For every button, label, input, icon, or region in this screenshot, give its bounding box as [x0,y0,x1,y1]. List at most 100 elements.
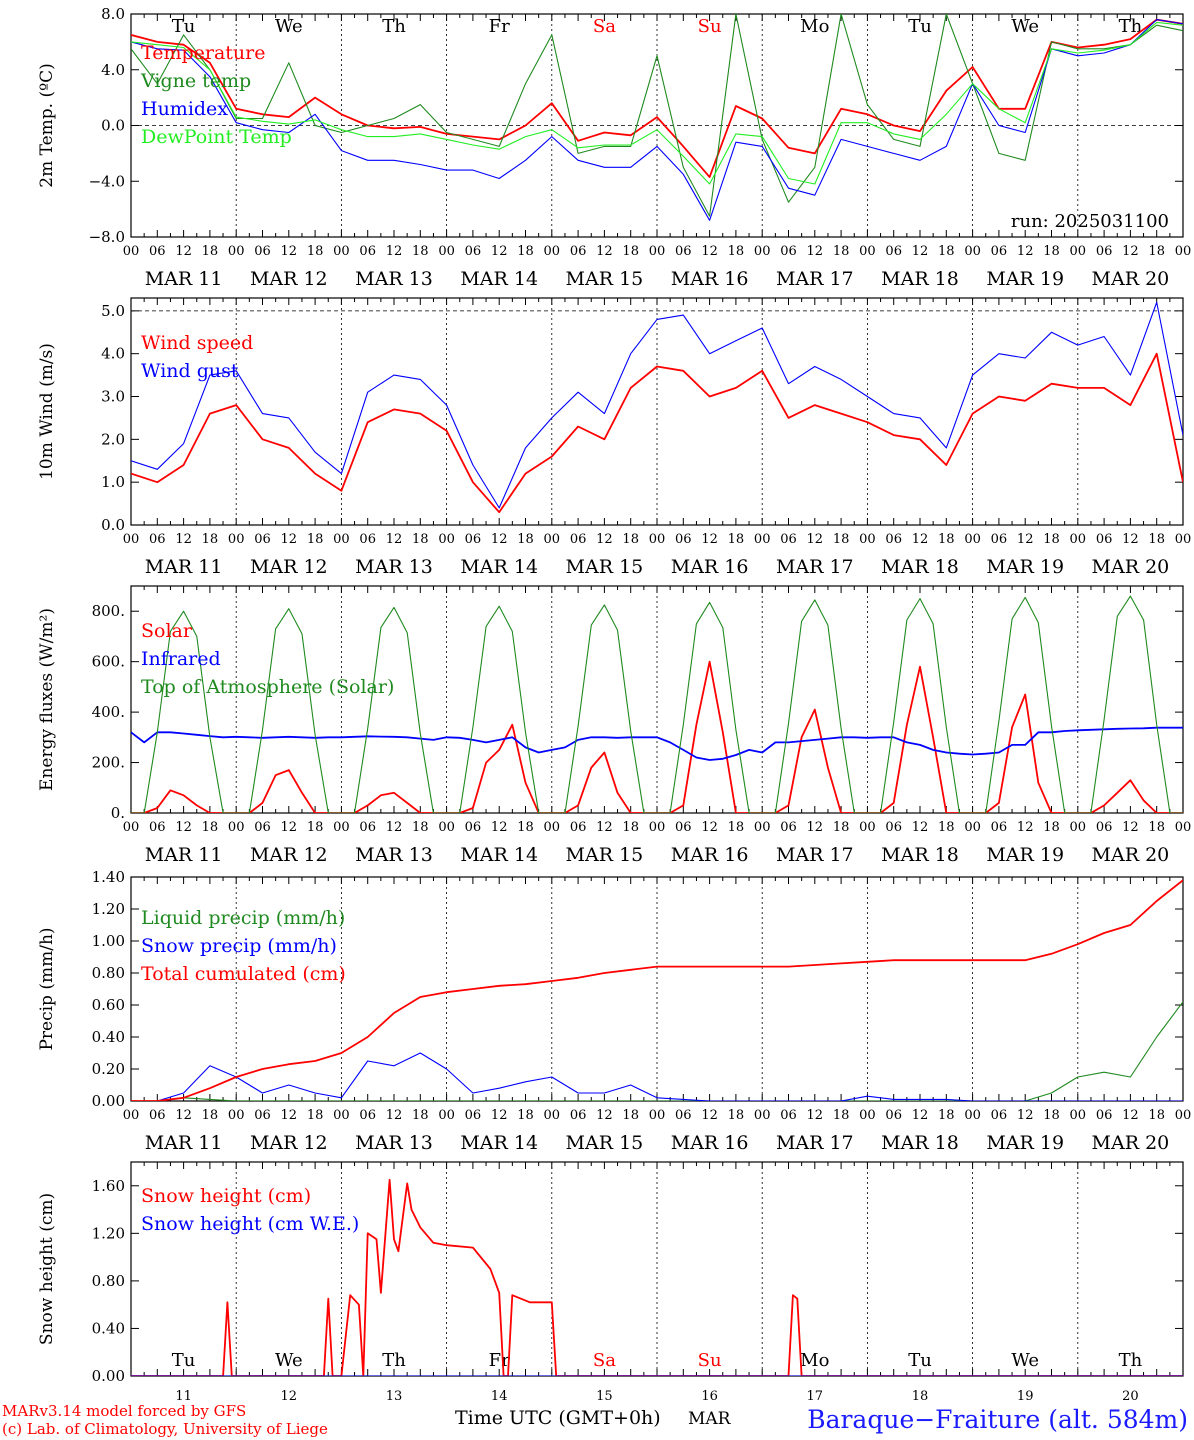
x-hour-label: 06 [254,532,271,547]
x-hour-label: 18 [307,1108,324,1123]
x-hour-label: 12 [912,820,929,835]
x-hour-label: 00 [544,532,561,547]
x-hour-label: 12 [807,244,824,259]
x-hour-label: 18 [517,820,534,835]
x-hour-label: 06 [885,244,902,259]
y-tick-label: 0. [111,804,125,822]
x-hour-label: 06 [675,1108,692,1123]
x-hour-label: 18 [1148,1108,1165,1123]
x-hour-label: 18 [1043,532,1060,547]
legend-entry: Snow precip (mm/h) [141,935,337,957]
y-tick-label: 2.0 [101,430,125,448]
x-hour-label: 00 [964,244,981,259]
y-tick-label: 0.00 [92,1092,125,1110]
x-hour-label: 12 [701,244,718,259]
x-date-label: MAR 11 [145,268,223,290]
x-date-label: MAR 13 [355,268,433,290]
x-day-number: 17 [807,1389,824,1404]
x-hour-label: 06 [1096,244,1113,259]
legend-entry: Top of Atmosphere (Solar) [141,676,394,698]
x-hour-label: 06 [359,820,376,835]
x-hour-label: 18 [202,244,219,259]
x-date-label: MAR 17 [776,268,854,290]
x-hour-label: 06 [885,532,902,547]
x-hour-label: 12 [701,1108,718,1123]
legend-entry: Vigne temp [140,70,251,92]
x-hour-label: 00 [1175,1108,1192,1123]
x-hour-label: 06 [885,1108,902,1123]
x-hour-label: 06 [570,820,587,835]
panel-5: 1.60 1.20 0.80 0.40 0.00 Snow height (cm) 11 12… [37,1161,1184,1404]
x-hour-label: 06 [991,820,1008,835]
x-hour-label: 00 [754,244,771,259]
y-tick-label: 1.0 [101,473,125,491]
x-day-number: 15 [596,1389,613,1404]
x-hour-label: 12 [1122,532,1139,547]
x-date-label: MAR 14 [460,556,538,578]
x-day-number: 19 [1017,1389,1034,1404]
x-hour-label: 18 [1148,820,1165,835]
weekday-label: Th [382,16,406,37]
x-hour-label: 00 [649,244,666,259]
weekday-label: Tu [908,1350,932,1371]
x-hour-label: 06 [359,244,376,259]
y-axis-label: Precip (mm/h) [37,927,57,1050]
x-hour-label: 00 [228,1108,245,1123]
x-hour-label: 18 [412,244,429,259]
x-hour-label: 12 [386,532,403,547]
x-hour-label: 06 [465,532,482,547]
x-hour-label: 00 [964,1108,981,1123]
y-tick-label: 0.0 [101,117,125,135]
series-line-2 [131,14,1183,217]
x-hour-label: 18 [1148,532,1165,547]
x-date-label: MAR 15 [566,844,644,866]
series-line-1 [131,660,1183,813]
x-hour-label: 18 [202,532,219,547]
series-line-2 [131,726,1183,761]
x-hour-label: 06 [359,1108,376,1123]
x-hour-label: 06 [149,1108,166,1123]
x-hour-label: 12 [1122,820,1139,835]
x-hour-label: 00 [438,244,455,259]
x-hour-label: 06 [570,532,587,547]
x-hour-label: 00 [333,244,350,259]
x-hour-label: 06 [780,820,797,835]
x-hour-label: 18 [938,820,955,835]
y-tick-label: 0.40 [92,1319,125,1337]
x-hour-label: 18 [833,244,850,259]
x-hour-label: 00 [859,820,876,835]
y-tick-label: −4.0 [89,172,125,190]
y-tick-label: 5.0 [101,302,125,320]
x-hour-label: 00 [123,532,140,547]
x-date-label: MAR 18 [881,556,959,578]
x-date-label: MAR 15 [566,556,644,578]
x-day-number: 12 [281,1389,298,1404]
x-date-label: MAR 13 [355,844,433,866]
legend-entry: DewPoint Temp [141,126,292,148]
x-date-label: MAR 20 [1092,844,1170,866]
x-hour-label: 12 [491,1108,508,1123]
x-hour-label: 00 [754,532,771,547]
x-hour-label: 06 [780,532,797,547]
x-hour-label: 00 [228,820,245,835]
x-hour-label: 06 [1096,532,1113,547]
x-hour-label: 18 [307,820,324,835]
weekday-label: Sa [593,16,616,37]
x-hour-label: 00 [438,820,455,835]
x-date-label: MAR 11 [145,844,223,866]
legend-entry: Temperature [141,42,265,64]
x-hour-label: 12 [596,244,613,259]
weekday-label: Mo [800,16,829,37]
x-date-label: MAR 19 [986,268,1064,290]
x-day-number: 13 [386,1389,403,1404]
x-hour-label: 18 [938,532,955,547]
x-hour-label: 12 [386,244,403,259]
legend-entry: Snow height (cm W.E.) [141,1213,359,1235]
x-date-label: MAR 14 [460,268,538,290]
x-date-label: MAR 16 [671,1132,749,1154]
x-hour-label: 00 [228,244,245,259]
legend-entry: Snow height (cm) [141,1185,311,1207]
x-hour-label: 12 [1122,1108,1139,1123]
x-hour-label: 18 [307,244,324,259]
y-tick-label: 0.20 [92,1060,125,1078]
